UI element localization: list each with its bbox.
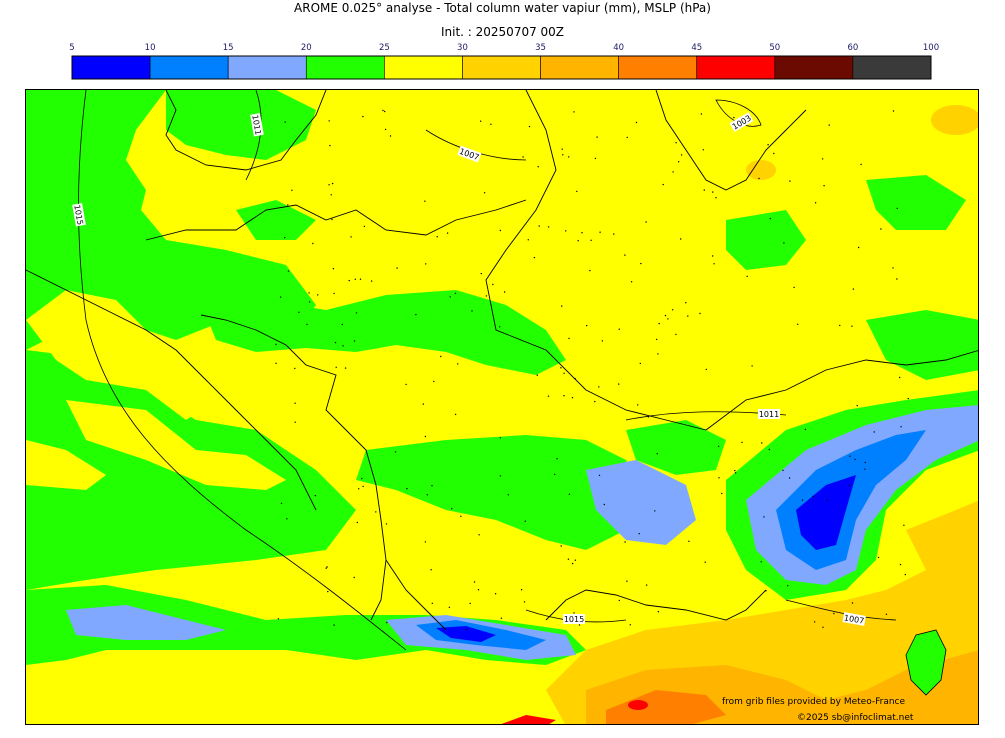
colorbar-swatch — [384, 55, 463, 80]
isobar-label: 1007 — [842, 612, 866, 626]
isobar-label: 1007 — [457, 145, 482, 163]
colorbar-tick-label: 60 — [847, 43, 858, 53]
isobar-label: 1015 — [563, 614, 585, 624]
svg-text:1011: 1011 — [759, 410, 779, 419]
water-vapour-map: 1011 1015 1007 1003 1011 1015 1007 — [26, 90, 978, 724]
svg-text:1011: 1011 — [250, 114, 262, 136]
colorbar-swatch — [71, 55, 151, 80]
colorbar-swatch — [852, 55, 932, 80]
colorbar-tick-label: 35 — [535, 43, 546, 53]
vapour-area-blue-massif — [586, 460, 696, 545]
isobar-label: 1015 — [72, 203, 86, 227]
colorbar-swatch — [696, 55, 776, 80]
vapour-area-green-uk — [166, 90, 316, 160]
colorbar-swatch — [618, 55, 698, 80]
svg-text:1015: 1015 — [72, 204, 84, 226]
isobar-label: 1011 — [250, 113, 264, 137]
colorbar-tick-label: 25 — [379, 43, 390, 53]
colorbar-swatch — [305, 55, 385, 80]
colorbar-swatch — [149, 55, 229, 80]
colorbar-tick-label: 45 — [691, 43, 702, 53]
svg-text:1007: 1007 — [843, 613, 865, 625]
colorbar-legend: 5 10 15 20 25 30 35 40 45 50 60 100 — [69, 43, 939, 80]
vapour-area-green-atlantic — [26, 90, 316, 340]
colorbar-tick-label: 5 — [69, 43, 74, 53]
map-title: AROME 0.025° analyse - Total column wate… — [294, 1, 711, 15]
colorbar-swatch — [540, 55, 619, 80]
colorbar-swatch — [462, 55, 541, 80]
svg-text:1003: 1003 — [731, 114, 753, 132]
colorbar-tick-label: 50 — [769, 43, 780, 53]
isobar-label: 1003 — [729, 112, 754, 132]
colorbar-tick-label: 10 — [145, 43, 156, 53]
colorbar-swatch — [227, 55, 307, 80]
colorbar-tick-label: 20 — [301, 43, 312, 53]
map-frame: 1011 1015 1007 1003 1011 1015 1007 — [25, 89, 979, 725]
credit-source: from grib files provided by Meteo-France — [722, 697, 906, 707]
map-subtitle: Init. : 20250707 00Z — [440, 25, 565, 39]
svg-text:1015: 1015 — [564, 615, 584, 624]
colorbar-tick-label: 40 — [613, 43, 624, 53]
colorbar-swatch — [774, 55, 854, 80]
colorbar-tick-label: 30 — [457, 43, 468, 53]
isobar-label: 1011 — [758, 409, 780, 419]
colorbar-tick-label: 100 — [923, 43, 939, 53]
svg-text:1007: 1007 — [458, 147, 480, 162]
colorbar-tick-label: 15 — [223, 43, 234, 53]
credit-copyright: ©2025 sb@infoclimat.net — [797, 713, 914, 723]
vapour-area-green-france — [206, 290, 566, 375]
